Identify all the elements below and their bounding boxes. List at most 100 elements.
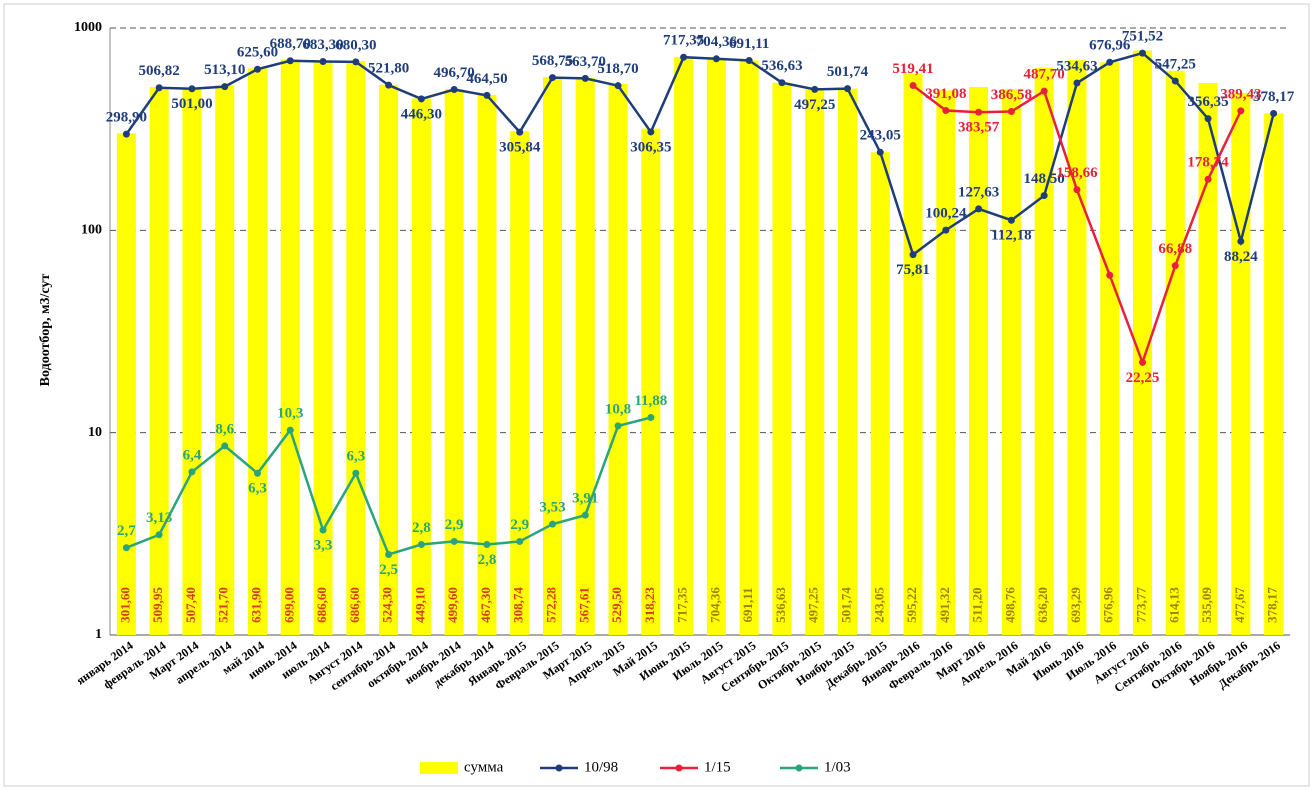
point	[1237, 107, 1245, 115]
bar-value-label: 691,11	[740, 587, 755, 622]
point-value-label: 148,50	[1024, 171, 1065, 187]
point	[352, 58, 360, 66]
point	[745, 56, 753, 64]
point	[319, 526, 327, 534]
point	[549, 74, 556, 82]
point	[1040, 192, 1048, 200]
point	[385, 550, 393, 558]
bar	[1264, 113, 1284, 635]
bar	[936, 90, 956, 635]
bar-value-label: 318,23	[642, 587, 657, 623]
bar	[969, 86, 989, 635]
point	[876, 148, 884, 156]
point-value-label: 625,60	[237, 45, 278, 61]
point-value-label: 10,8	[605, 401, 631, 417]
point-value-label: 2,9	[445, 517, 464, 533]
point	[450, 85, 458, 93]
point	[254, 65, 261, 73]
bar	[575, 77, 595, 636]
point-value-label: 513,10	[204, 62, 245, 78]
point-value-label: 2,8	[412, 520, 431, 536]
point-value-label: 487,70	[1024, 67, 1065, 83]
legend-swatch	[420, 762, 458, 774]
point-value-label: 464,50	[466, 71, 507, 87]
bar	[182, 87, 202, 635]
point-value-label: 3,91	[572, 491, 598, 507]
bar	[805, 89, 825, 635]
bar-value-label: 497,25	[806, 587, 821, 623]
point-value-label: 127,63	[958, 184, 999, 200]
bar-value-label: 704,36	[707, 587, 722, 623]
bar-value-label: 467,30	[478, 587, 493, 623]
bar	[247, 68, 268, 636]
y-tick-label: 10	[88, 425, 102, 440]
point-value-label: 501,00	[171, 96, 212, 112]
point	[647, 414, 655, 422]
bar	[739, 60, 759, 635]
point	[1270, 109, 1278, 117]
point	[975, 108, 983, 116]
point-value-label: 88,24	[1224, 249, 1258, 265]
bar-value-label: 699,00	[281, 587, 296, 623]
point	[319, 57, 327, 65]
point-value-label: 306,35	[630, 139, 671, 155]
bar	[674, 57, 694, 635]
point	[122, 130, 130, 138]
point-value-label: 496,70	[434, 65, 475, 81]
point	[1073, 186, 1081, 194]
point	[188, 468, 196, 476]
point-value-label: 389,43	[1220, 86, 1261, 102]
point	[975, 205, 983, 213]
bar-value-label: 511,20	[970, 587, 985, 622]
y-tick-label: 100	[81, 223, 102, 238]
legend-label: 10/98	[584, 759, 618, 775]
bar	[837, 88, 858, 635]
point	[614, 422, 622, 430]
point-value-label: 243,05	[860, 128, 901, 144]
point	[417, 95, 425, 103]
bar	[215, 85, 235, 636]
legend-label: 1/03	[824, 759, 851, 775]
bar-value-label: 243,05	[871, 587, 886, 623]
bar-value-label: 693,29	[1068, 587, 1083, 623]
bar-value-label: 499,60	[445, 587, 460, 623]
point-value-label: 6,3	[346, 449, 365, 465]
bar	[1198, 82, 1218, 635]
point	[712, 55, 720, 63]
y-axis-label: Водоотбор, м3/сут	[38, 274, 53, 387]
point-value-label: 676,96	[1089, 38, 1131, 54]
point	[1106, 271, 1114, 279]
point-value-label: 6,3	[248, 481, 267, 497]
point	[614, 82, 622, 90]
point	[1171, 262, 1179, 270]
point-value-label: 6,4	[183, 447, 202, 463]
bar	[477, 94, 497, 635]
point	[1139, 49, 1146, 57]
bar-value-label: 491,32	[937, 587, 952, 623]
point	[286, 426, 294, 434]
bar-value-label: 524,30	[380, 587, 395, 623]
bar	[1132, 50, 1153, 635]
bar	[444, 88, 464, 635]
bar	[411, 98, 431, 635]
point	[778, 79, 786, 87]
point	[122, 544, 130, 552]
point	[385, 81, 393, 89]
point-value-label: 2,5	[379, 562, 398, 578]
bar	[1034, 67, 1054, 635]
point	[1007, 216, 1015, 224]
point-value-label: 22,25	[1126, 370, 1160, 386]
point-value-label: 2,7	[117, 523, 136, 539]
bar-value-label: 378,17	[1265, 587, 1280, 623]
point-value-label: 751,52	[1122, 29, 1163, 45]
point-value-label: 536,63	[761, 58, 802, 74]
bar-value-label: 572,28	[543, 587, 558, 623]
bar	[1001, 89, 1021, 636]
point-value-label: 10,3	[277, 406, 303, 422]
point	[188, 85, 196, 93]
point	[221, 83, 229, 91]
point-value-label: 11,88	[634, 393, 667, 409]
point-value-label: 158,66	[1056, 165, 1098, 181]
point-value-label: 506,82	[139, 63, 180, 79]
point-value-label: 521,80	[368, 61, 409, 77]
